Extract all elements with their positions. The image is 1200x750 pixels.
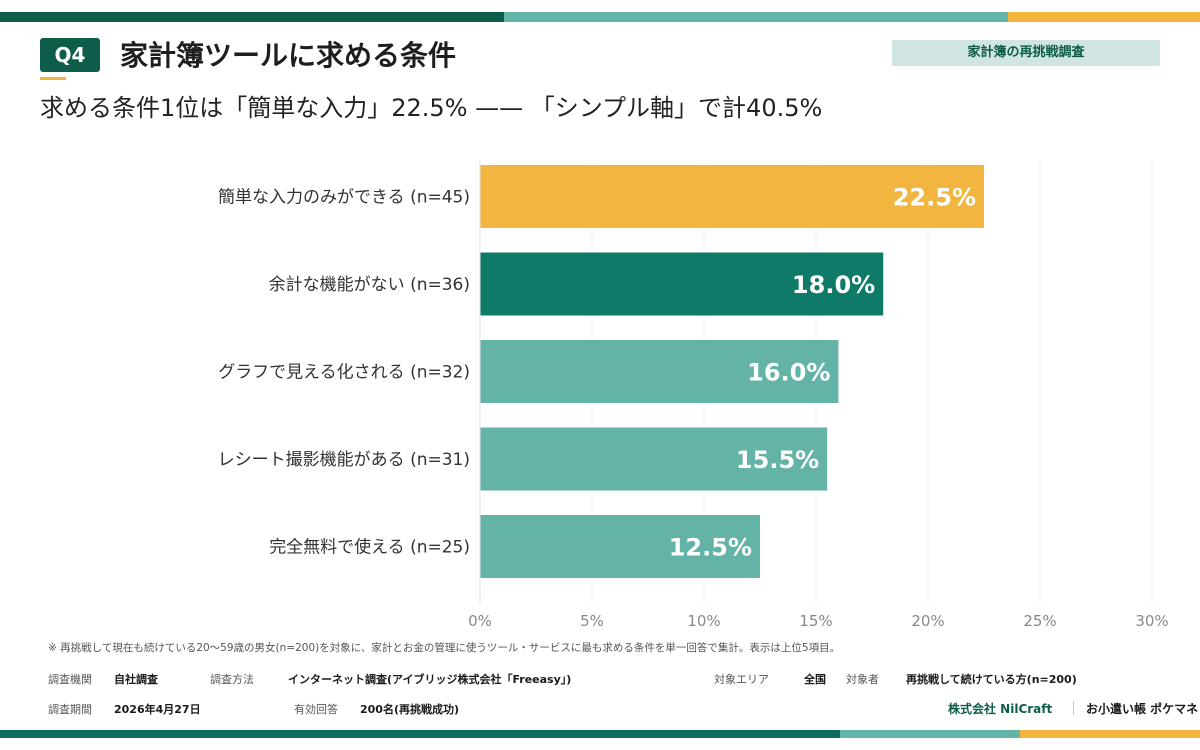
data-label: 15.5% (736, 446, 819, 474)
category-label: 完全無料で使える (n=25) (269, 537, 470, 558)
tick-label: 20% (911, 612, 944, 630)
valid-value: 200名(再挑戦成功) (360, 703, 460, 716)
period-value: 2026年4月27日 (114, 703, 201, 716)
bar (480, 340, 839, 403)
category-label: 余計な機能がない (n=36) (269, 275, 470, 295)
footnote: ※ 再挑戦して現在も続けている20〜59歳の男女(n=200)を対象に、家計とお… (48, 642, 841, 654)
footer-divider (1073, 701, 1074, 715)
data-label: 18.0% (792, 271, 875, 299)
top-accent-bar (0, 12, 1200, 22)
method-value: インターネット調査(アイブリッジ株式会社「Freeasy」) (288, 673, 572, 686)
target-label: 対象者 (846, 673, 879, 686)
data-label: 12.5% (669, 534, 752, 562)
category-label: レシート撮影機能がある (n=31) (218, 450, 470, 470)
bar (480, 165, 984, 228)
question-badge: Q4 (40, 38, 100, 72)
data-label: 16.0% (747, 359, 830, 387)
valid-label: 有効回答 (294, 703, 338, 716)
tick-label: 25% (1023, 612, 1056, 630)
tick-label: 15% (799, 612, 832, 630)
bottom-accent-bar (0, 730, 1200, 738)
tick-label: 5% (580, 612, 604, 630)
brand-name: お小遣い帳 ポケマネ (1086, 702, 1199, 716)
bar-chart: 簡単な入力のみができる (n=45) 22.5% 余計な機能がない (n=36) 18… (218, 160, 1169, 630)
data-label: 22.5% (893, 184, 976, 212)
bar (480, 252, 884, 316)
company-name: 株式会社 NilCraft (948, 702, 1053, 716)
badge-underline (40, 77, 66, 80)
bar (480, 515, 760, 578)
bar (480, 427, 828, 491)
survey-tag: 家計簿の再挑戦調査 (892, 40, 1160, 66)
page-title: 家計簿ツールに求める条件 (120, 39, 457, 72)
area-label: 対象エリア (714, 673, 769, 686)
org-value: 自社調査 (114, 673, 158, 686)
tick-label: 0% (468, 612, 492, 630)
page-subtitle: 求める条件1位は「簡単な入力」22.5% —— 「シンプル軸」で計40.5% (40, 94, 823, 122)
category-label: 簡単な入力のみができる (n=45) (218, 188, 470, 208)
area-value: 全国 (804, 673, 826, 686)
tick-label: 10% (687, 612, 720, 630)
category-label: グラフで見える化される (n=32) (218, 363, 470, 383)
method-label: 調査方法 (210, 673, 254, 686)
period-label: 調査期間 (48, 703, 92, 716)
tick-label: 30% (1135, 612, 1168, 630)
target-value: 再挑戦して続けている方(n=200) (906, 673, 1077, 686)
org-label: 調査機関 (48, 673, 92, 686)
